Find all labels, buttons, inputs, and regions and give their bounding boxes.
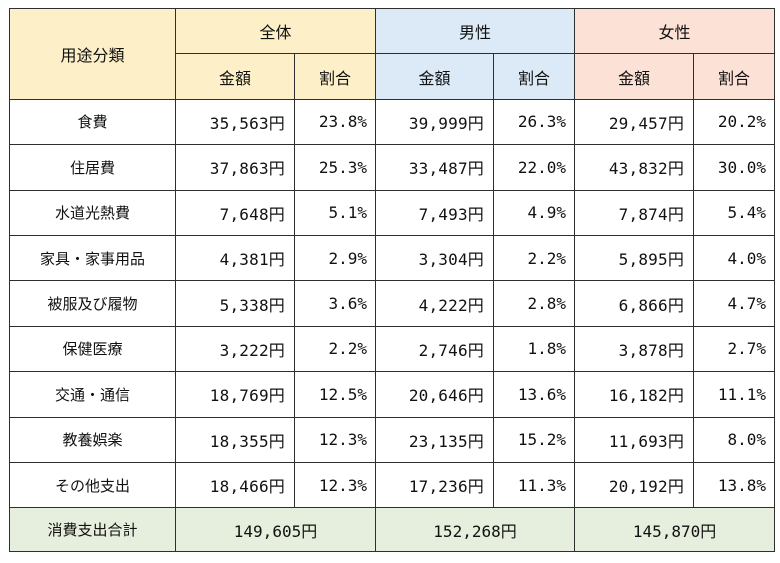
female-amount-cell: 20,192円 (574, 461, 695, 509)
female-amount-cell: 7,874円 (574, 189, 695, 236)
all-ratio-cell: 25.3% (293, 144, 377, 191)
table-row: その他支出 18,466円 12.3% 17,236円 11.3% 20,192… (9, 461, 776, 509)
all-ratio-cell: 12.5% (293, 371, 377, 418)
all-amount-cell: 35,563円 (175, 98, 295, 146)
row-category: 被服及び履物 (9, 280, 176, 327)
row-category: 家具・家事用品 (9, 234, 176, 282)
male-amount-cell: 2,746円 (375, 325, 495, 373)
female-ratio-cell: 2.7% (693, 325, 776, 373)
table-row: 交通・通信 18,769円 12.5% 20,646円 13.6% 16,182… (9, 371, 776, 418)
male-amount-cell: 20,646円 (375, 371, 495, 418)
male-ratio-cell: 26.3% (493, 98, 576, 146)
table-row: 家具・家事用品 4,381円 2.9% 3,304円 2.2% 5,895円 4… (9, 234, 776, 282)
female-ratio-cell: 11.1% (693, 371, 776, 418)
male-ratio-cell: 15.2% (493, 416, 576, 463)
header-female-amount: 金額 (574, 53, 695, 100)
header-all-amount: 金額 (175, 53, 295, 100)
male-ratio-cell: 11.3% (493, 461, 576, 509)
female-ratio-cell: 8.0% (693, 416, 776, 463)
all-ratio-cell: 12.3% (293, 416, 377, 463)
male-amount-cell: 17,236円 (375, 461, 495, 509)
all-amount-cell: 18,355円 (175, 416, 295, 463)
header-group-male: 男性 (375, 7, 576, 55)
total-all: 149,605円 (174, 507, 377, 553)
all-amount-cell: 18,769円 (175, 371, 295, 418)
row-category: その他支出 (9, 461, 176, 509)
female-amount-cell: 43,832円 (574, 144, 695, 191)
total-label: 消費支出合計 (9, 507, 176, 553)
table-row: 教養娯楽 18,355円 12.3% 23,135円 15.2% 11,693円… (9, 416, 776, 463)
female-amount-cell: 3,878円 (574, 325, 695, 373)
row-category: 水道光熱費 (9, 189, 176, 236)
header-group-female: 女性 (574, 7, 776, 55)
header-all-ratio: 割合 (293, 53, 377, 100)
female-amount-cell: 6,866円 (574, 280, 695, 327)
female-ratio-cell: 4.7% (693, 280, 776, 327)
table-row: 食費 35,563円 23.8% 39,999円 26.3% 29,457円 2… (9, 98, 776, 146)
table-row: 水道光熱費 7,648円 5.1% 7,493円 4.9% 7,874円 5.4… (9, 189, 776, 236)
all-ratio-cell: 23.8% (293, 98, 377, 146)
header-group-all: 全体 (174, 7, 377, 55)
all-ratio-cell: 12.3% (293, 461, 377, 509)
female-ratio-cell: 4.0% (693, 234, 776, 282)
female-amount-cell: 29,457円 (574, 98, 695, 146)
male-amount-cell: 39,999円 (375, 98, 495, 146)
male-amount-cell: 33,487円 (375, 144, 495, 191)
all-amount-cell: 5,338円 (175, 280, 295, 327)
row-category: 住居費 (9, 144, 176, 191)
header-category: 用途分類 (9, 8, 176, 100)
male-ratio-cell: 4.9% (493, 189, 576, 236)
table-row: 保健医療 3,222円 2.2% 2,746円 1.8% 3,878円 2.7% (9, 325, 776, 373)
male-amount-cell: 7,493円 (375, 189, 495, 236)
row-category: 保健医療 (9, 325, 176, 373)
total-male: 152,268円 (375, 507, 576, 553)
expense-table: 用途分類 全体 男性 女性 金額 割合 金額 割合 金額 割合 食費 35,56… (9, 7, 776, 553)
total-female: 145,870円 (574, 507, 776, 553)
female-ratio-cell: 30.0% (693, 144, 776, 191)
female-ratio-cell: 13.8% (693, 461, 776, 509)
all-ratio-cell: 5.1% (293, 189, 377, 236)
table-row: 被服及び履物 5,338円 3.6% 4,222円 2.8% 6,866円 4.… (9, 280, 776, 327)
all-ratio-cell: 2.9% (293, 234, 377, 282)
female-amount-cell: 5,895円 (574, 234, 695, 282)
total-row: 消費支出合計 149,605円 152,268円 145,870円 (9, 507, 776, 553)
all-amount-cell: 37,863円 (175, 144, 295, 191)
male-ratio-cell: 22.0% (493, 144, 576, 191)
male-ratio-cell: 2.8% (493, 280, 576, 327)
all-amount-cell: 18,466円 (175, 461, 295, 509)
header-female-ratio: 割合 (693, 53, 776, 100)
all-ratio-cell: 3.6% (293, 280, 377, 327)
header-row-groups: 用途分類 全体 男性 女性 (9, 7, 776, 100)
row-category: 食費 (9, 98, 176, 146)
table-row: 住居費 37,863円 25.3% 33,487円 22.0% 43,832円 … (9, 144, 776, 191)
all-amount-cell: 3,222円 (175, 325, 295, 373)
male-amount-cell: 4,222円 (375, 280, 495, 327)
header-row-columns: 金額 割合 金額 割合 金額 割合 (10, 53, 776, 100)
header-male-amount: 金額 (375, 53, 495, 100)
all-amount-cell: 7,648円 (175, 189, 295, 236)
male-ratio-cell: 1.8% (493, 325, 576, 373)
header-male-ratio: 割合 (493, 53, 576, 100)
female-ratio-cell: 20.2% (693, 98, 776, 146)
male-ratio-cell: 13.6% (493, 371, 576, 418)
all-ratio-cell: 2.2% (293, 325, 377, 373)
female-amount-cell: 11,693円 (574, 416, 695, 463)
row-category: 交通・通信 (9, 371, 176, 418)
all-amount-cell: 4,381円 (175, 234, 295, 282)
female-ratio-cell: 5.4% (693, 189, 776, 236)
row-category: 教養娯楽 (9, 416, 176, 463)
male-ratio-cell: 2.2% (493, 234, 576, 282)
male-amount-cell: 23,135円 (375, 416, 495, 463)
male-amount-cell: 3,304円 (375, 234, 495, 282)
female-amount-cell: 16,182円 (574, 371, 695, 418)
